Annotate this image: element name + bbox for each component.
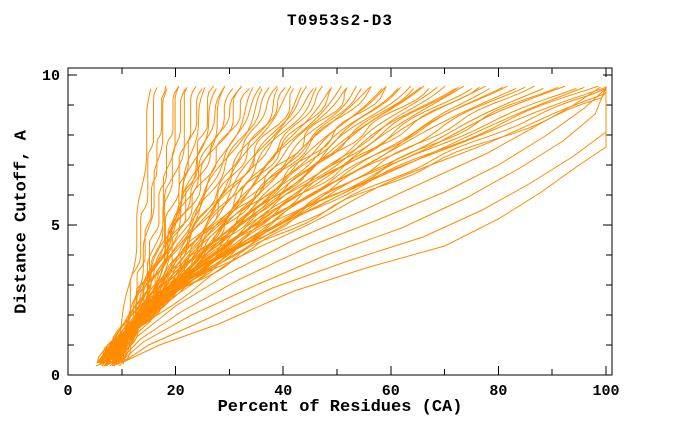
svg-text:10: 10 bbox=[42, 68, 60, 85]
svg-text:100: 100 bbox=[592, 383, 619, 400]
svg-text:20: 20 bbox=[167, 383, 185, 400]
svg-text:80: 80 bbox=[489, 383, 507, 400]
svg-text:0: 0 bbox=[51, 368, 60, 385]
svg-text:0: 0 bbox=[63, 383, 72, 400]
chart-title: T0953s2-D3 bbox=[286, 12, 393, 30]
svg-text:40: 40 bbox=[274, 383, 292, 400]
svg-text:60: 60 bbox=[382, 383, 400, 400]
x-axis-label: Percent of Residues (CA) bbox=[217, 398, 463, 417]
svg-text:5: 5 bbox=[51, 218, 60, 235]
